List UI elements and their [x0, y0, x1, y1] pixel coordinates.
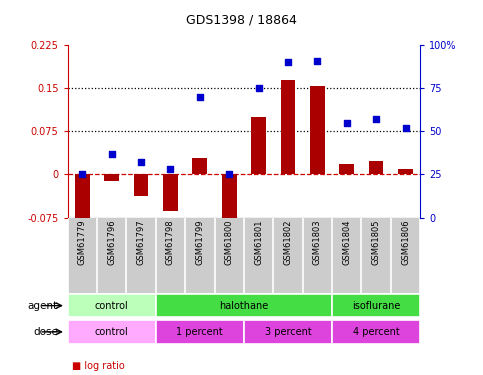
Text: GSM61800: GSM61800	[225, 220, 234, 265]
Point	[108, 151, 115, 157]
Text: GSM61803: GSM61803	[313, 220, 322, 266]
Text: control: control	[95, 327, 128, 337]
Point	[343, 120, 351, 126]
Point	[313, 57, 321, 63]
Bar	[310, 86, 325, 174]
Bar	[340, 164, 354, 174]
Bar	[193, 158, 207, 174]
Point	[255, 85, 262, 91]
Point	[78, 171, 86, 177]
Text: isoflurane: isoflurane	[352, 301, 400, 310]
Bar	[369, 160, 384, 174]
Bar	[75, 174, 90, 217]
Point	[137, 159, 145, 165]
Text: GDS1398 / 18864: GDS1398 / 18864	[186, 13, 297, 26]
Point	[284, 59, 292, 65]
Text: GSM61806: GSM61806	[401, 220, 410, 266]
Bar	[163, 174, 178, 211]
Text: 1 percent: 1 percent	[176, 327, 223, 337]
Bar	[332, 320, 420, 344]
Text: GSM61796: GSM61796	[107, 220, 116, 266]
Text: 4 percent: 4 percent	[353, 327, 399, 337]
Bar	[222, 174, 237, 225]
Text: GSM61797: GSM61797	[137, 220, 145, 266]
Point	[226, 171, 233, 177]
Text: GSM61802: GSM61802	[284, 220, 293, 265]
Text: control: control	[95, 301, 128, 310]
Text: GSM61804: GSM61804	[342, 220, 351, 265]
Point	[167, 166, 174, 172]
Text: GSM61799: GSM61799	[195, 220, 204, 265]
Bar	[156, 294, 332, 317]
Point	[372, 116, 380, 122]
Text: agent: agent	[28, 301, 58, 310]
Point	[402, 125, 410, 131]
Text: dose: dose	[33, 327, 58, 337]
Point	[196, 94, 204, 100]
Text: ■ log ratio: ■ log ratio	[72, 361, 125, 370]
Bar	[251, 117, 266, 174]
Text: GSM61801: GSM61801	[254, 220, 263, 265]
Bar	[332, 294, 420, 317]
Text: GSM61798: GSM61798	[166, 220, 175, 266]
Text: halothane: halothane	[219, 301, 269, 310]
Text: 3 percent: 3 percent	[265, 327, 312, 337]
Bar	[398, 169, 413, 174]
Text: GSM61805: GSM61805	[371, 220, 381, 265]
Bar	[68, 320, 156, 344]
Text: GSM61779: GSM61779	[78, 220, 87, 266]
Bar	[68, 294, 156, 317]
Bar	[156, 320, 244, 344]
Bar	[104, 174, 119, 181]
Bar	[134, 174, 148, 196]
Bar	[281, 80, 295, 174]
Bar	[244, 320, 332, 344]
